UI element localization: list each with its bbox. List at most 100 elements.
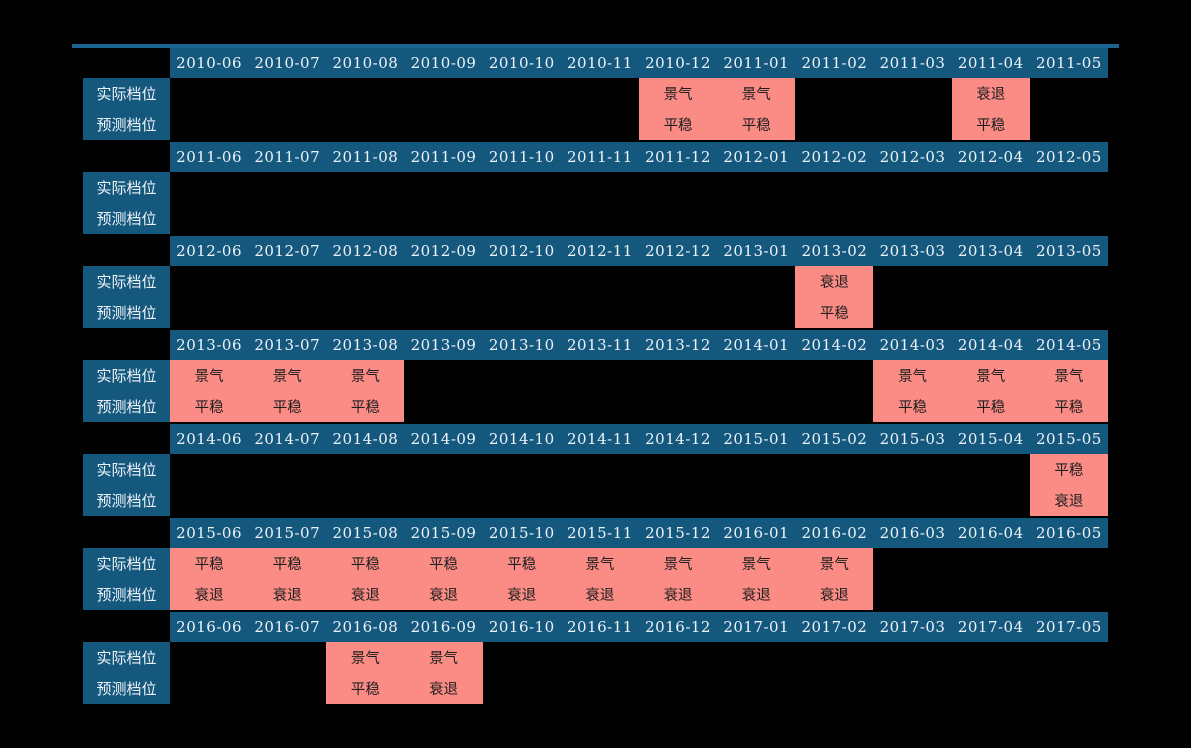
actual-value-empty	[170, 78, 248, 109]
actual-value-empty	[170, 172, 248, 203]
predicted-value: 衰退	[429, 588, 459, 604]
month-header-cell: 2013-06	[170, 330, 249, 360]
predicted-value-empty	[170, 203, 248, 234]
predicted-value: 平稳	[272, 400, 302, 416]
data-cell-2014-12	[639, 454, 717, 516]
data-cell-2012-11	[561, 266, 639, 328]
predicted-value-empty	[717, 203, 795, 234]
row-label-actual: 实际档位	[96, 367, 157, 385]
actual-value-empty	[326, 266, 404, 297]
gear-rows: 实际档位 预测档位 衰退 平稳	[83, 266, 1108, 328]
predicted-value-empty	[170, 673, 248, 704]
predicted-value: 平稳	[819, 306, 849, 322]
data-cell-2011-03	[873, 78, 951, 140]
month-header-cell: 2016-01	[717, 518, 796, 548]
month-header-cell: 2015-02	[795, 424, 874, 454]
actual-value-empty	[717, 360, 795, 391]
predicted-value: 衰退	[194, 588, 224, 604]
month-header-cell: 2012-03	[873, 142, 952, 172]
data-cell-2010-06	[170, 78, 248, 140]
actual-value-empty	[483, 642, 561, 673]
month-header-cell: 2012-11	[560, 236, 639, 266]
period-section: 2014-06 2014-07 2014-08 2014-09 2014-10 2014-…	[83, 424, 1108, 516]
actual-value-empty	[639, 454, 717, 485]
data-cell-2012-05	[1030, 172, 1108, 234]
actual-value-empty	[404, 454, 482, 485]
month-header-row: 2016-06 2016-07 2016-08 2016-09 2016-10 2016-…	[83, 612, 1108, 642]
predicted-value: 平稳	[1054, 400, 1084, 416]
predicted-value-empty	[873, 109, 951, 140]
actual-value: 平稳	[350, 557, 380, 573]
predicted-value-empty	[717, 297, 795, 328]
predicted-value-empty	[326, 297, 404, 328]
month-header-cell: 2014-08	[326, 424, 405, 454]
month-header-cell: 2011-10	[482, 142, 561, 172]
month-header-row: 2010-06 2010-07 2010-08 2010-09 2010-10 2010-…	[83, 48, 1108, 78]
data-cell-2014-03: 景气 平稳	[873, 360, 952, 422]
data-cell-2010-11	[561, 78, 639, 140]
actual-value-empty	[795, 172, 873, 203]
month-header-cell: 2011-05	[1029, 48, 1108, 78]
predicted-value-empty	[952, 579, 1030, 610]
actual-value-empty	[717, 172, 795, 203]
data-cell-2013-01	[717, 266, 795, 328]
month-header-cell: 2016-09	[404, 612, 483, 642]
data-cell-2013-07: 景气 平稳	[248, 360, 327, 422]
month-header-cell: 2014-07	[248, 424, 327, 454]
top-divider-rule	[72, 44, 1119, 48]
month-header-cell: 2017-02	[795, 612, 874, 642]
actual-value-empty	[1030, 172, 1108, 203]
month-header-cell: 2014-02	[795, 330, 874, 360]
data-cell-2013-04	[952, 266, 1030, 328]
predicted-value: 衰退	[1054, 494, 1084, 510]
month-header-cell: 2015-10	[482, 518, 561, 548]
row-label-predicted: 预测档位	[96, 680, 157, 698]
month-header-cell: 2013-04	[951, 236, 1030, 266]
predicted-value-empty	[639, 203, 717, 234]
data-cell-2015-06: 平稳 衰退	[170, 548, 249, 610]
data-cell-2012-06	[170, 266, 248, 328]
predicted-value: 衰退	[272, 588, 302, 604]
actual-value-empty	[873, 548, 951, 579]
data-cell-2011-01: 景气 平稳	[717, 78, 796, 140]
data-cell-2011-09	[404, 172, 482, 234]
actual-value-empty	[873, 642, 951, 673]
predicted-value-empty	[1030, 297, 1108, 328]
gear-rows: 实际档位 预测档位 平稳 衰退	[83, 454, 1108, 516]
row-label-cell: 实际档位 预测档位	[83, 642, 170, 704]
predicted-value-empty	[561, 109, 639, 140]
predicted-value-empty	[873, 203, 951, 234]
corner-cell	[83, 424, 170, 454]
data-cell-2012-08	[326, 266, 404, 328]
row-label-cell: 实际档位 预测档位	[83, 548, 170, 610]
month-header-cell: 2012-07	[248, 236, 327, 266]
month-header-cell: 2012-08	[326, 236, 405, 266]
actual-value: 景气	[1054, 369, 1084, 385]
data-cell-2014-08	[326, 454, 404, 516]
actual-value-empty	[952, 266, 1030, 297]
actual-value-empty	[561, 360, 639, 391]
data-cell-2011-07	[248, 172, 326, 234]
month-header-cell: 2010-07	[248, 48, 327, 78]
row-label-cell: 实际档位 预测档位	[83, 360, 170, 422]
month-header-cell: 2015-06	[170, 518, 249, 548]
data-cell-2014-10	[483, 454, 561, 516]
gear-rows: 实际档位 预测档位	[83, 172, 1108, 234]
data-cell-2017-02	[795, 642, 873, 704]
actual-value-empty	[1030, 266, 1108, 297]
row-label-predicted: 预测档位	[96, 398, 157, 416]
month-header-cell: 2012-01	[717, 142, 796, 172]
data-cell-2013-02: 衰退 平稳	[795, 266, 874, 328]
predicted-value-empty	[1030, 579, 1108, 610]
actual-value: 平稳	[429, 557, 459, 573]
month-header-cell: 2016-11	[560, 612, 639, 642]
month-header-cell: 2014-10	[482, 424, 561, 454]
predicted-value: 平稳	[350, 400, 380, 416]
month-header-cell: 2013-07	[248, 330, 327, 360]
predicted-value-empty	[795, 485, 873, 516]
predicted-value-empty	[795, 391, 873, 422]
predicted-value-empty	[483, 485, 561, 516]
month-header-cell: 2011-11	[560, 142, 639, 172]
month-header-row: 2013-06 2013-07 2013-08 2013-09 2013-10 2013-…	[83, 330, 1108, 360]
